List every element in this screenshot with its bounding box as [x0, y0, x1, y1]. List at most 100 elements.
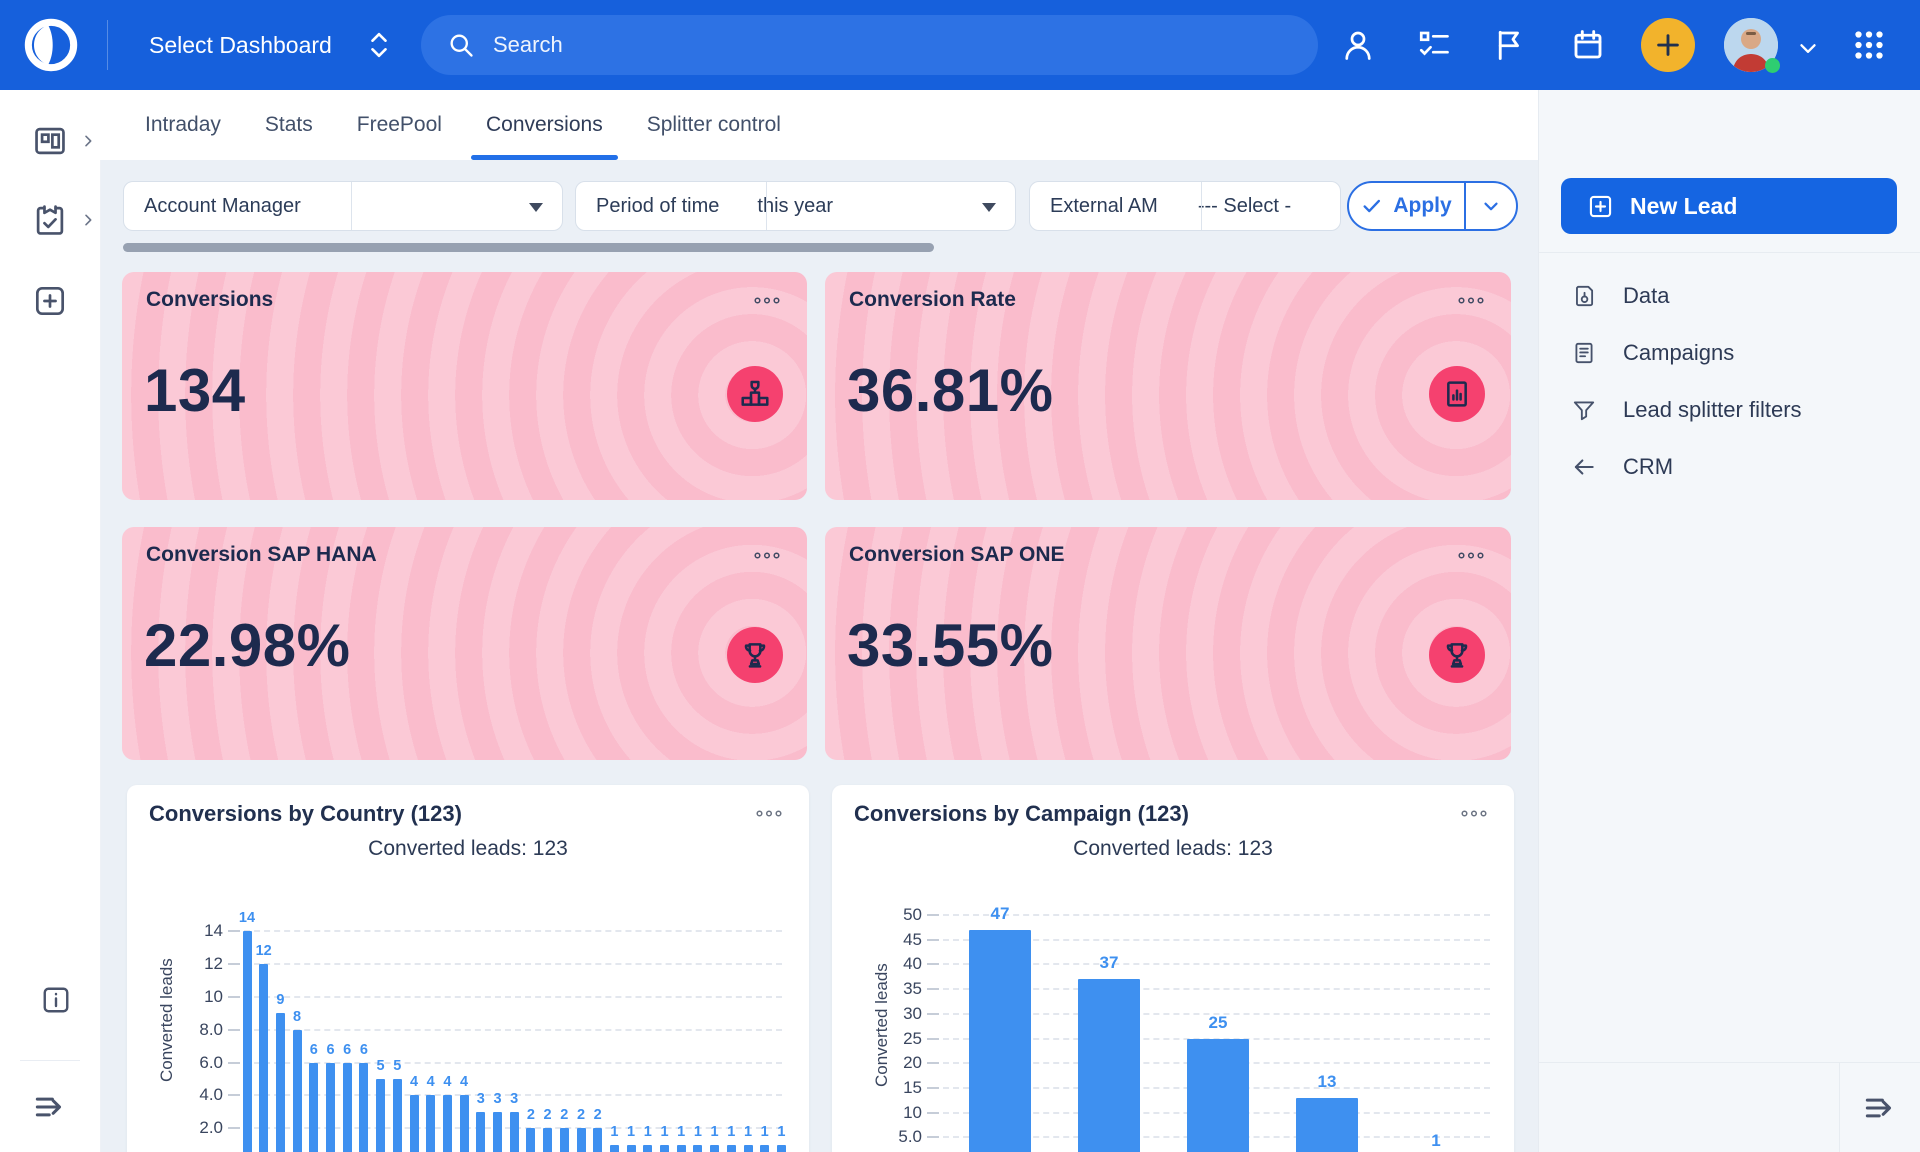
panel-item-label: Lead splitter filters [1623, 396, 1802, 422]
card-menu-button[interactable] [1456, 805, 1492, 822]
kpi-value: 134 [144, 357, 246, 424]
bar [626, 1144, 636, 1152]
trophy-icon [1429, 627, 1485, 683]
sidebar-item-dashboards[interactable] [31, 122, 69, 160]
panel-divider [1539, 252, 1920, 253]
tab-intraday[interactable]: Intraday [143, 90, 223, 160]
podium-icon [727, 366, 783, 422]
kebab-menu-icon [1461, 810, 1487, 817]
calendar-button[interactable] [1568, 25, 1608, 65]
panel-divider [1839, 1062, 1840, 1152]
apply-button[interactable]: Apply [1349, 183, 1464, 229]
bar-value-label: 2 [576, 1107, 586, 1124]
account-manager-filter[interactable]: Account Manager [123, 181, 563, 231]
avatar-photo [1724, 18, 1778, 72]
dashboard-selector[interactable]: Select Dashboard [143, 0, 398, 90]
chevron-right-icon[interactable] [80, 133, 96, 149]
chart-title: Conversions by Campaign (123) [854, 801, 1189, 826]
bar-value-label: 5 [376, 1058, 385, 1074]
tab-freepool[interactable]: FreePool [355, 90, 444, 160]
apply-options-button[interactable] [1464, 183, 1516, 229]
expand-sidebar-button[interactable] [31, 1088, 69, 1126]
arrow-lines-right-icon [35, 1097, 62, 1117]
bar [426, 1095, 436, 1152]
new-lead-button[interactable]: New Lead [1561, 178, 1897, 234]
bar-value-label: 14 [238, 910, 256, 927]
plus-square-icon [1589, 195, 1612, 217]
bar [409, 1095, 419, 1152]
bar-value-label: 4 [443, 1074, 452, 1091]
external-am-filter[interactable]: External AM --- Select - [1029, 181, 1341, 231]
bar-chart-campaign: 50 45 40 35 30 25 20 15 10 5.0 47 37 25 13 1 [832, 785, 1514, 1152]
bar [392, 1079, 402, 1152]
panel-item-lead-splitter-filters[interactable]: Lead splitter filters [1539, 381, 1920, 438]
card-menu-button[interactable] [1453, 292, 1489, 309]
panel-item-data[interactable]: Data [1539, 267, 1920, 324]
new-lead-label: New Lead [1630, 192, 1738, 219]
kebab-menu-icon [754, 297, 780, 304]
quick-add-button[interactable] [1641, 18, 1695, 72]
bar-value-label: 1 [627, 1123, 636, 1140]
bar-value-label: 4 [426, 1074, 435, 1091]
tab-splitter-control[interactable]: Splitter control [645, 90, 783, 160]
bar-value-label: 6 [326, 1041, 335, 1058]
panel-item-campaigns[interactable]: Campaigns [1539, 324, 1920, 381]
tab-bar: Intraday Stats FreePool Conversions Spli… [100, 90, 1538, 160]
bar [476, 1111, 486, 1152]
bar [543, 1128, 553, 1152]
avatar[interactable] [1724, 18, 1780, 73]
chart-card-conversions-by-campaign: Conversions by Campaign (123) Converted … [832, 785, 1514, 1152]
bar-value-label: 1 [677, 1123, 686, 1140]
bar [710, 1144, 720, 1152]
bar [576, 1128, 586, 1152]
card-menu-button[interactable] [751, 805, 787, 822]
apps-grid-button[interactable] [1849, 25, 1889, 65]
chart-subtitle: Converted leads: 123 [368, 837, 568, 860]
chevron-right-icon[interactable] [80, 212, 96, 228]
apply-label: Apply [1393, 194, 1452, 217]
collapse-panel-button[interactable] [1861, 1089, 1899, 1127]
y-tick-label: 50 [903, 905, 922, 924]
tab-conversions[interactable]: Conversions [470, 90, 618, 160]
bar-value-label: 4 [460, 1074, 469, 1091]
search-bar [421, 15, 1318, 75]
online-status-dot [1765, 58, 1780, 73]
bar-value-label: 2 [526, 1107, 535, 1124]
bar [743, 1144, 753, 1152]
flag-button[interactable] [1490, 25, 1530, 65]
sidebar-item-tasks[interactable] [31, 201, 69, 239]
bar-value-label: 47 [990, 903, 1010, 923]
user-button[interactable] [1338, 25, 1378, 65]
bar-value-label: 6 [343, 1041, 352, 1058]
bar [442, 1095, 452, 1152]
apply-split-button: Apply [1347, 181, 1518, 231]
period-filter[interactable]: Period of time this year [575, 181, 1016, 231]
profile-chevron-button[interactable] [1788, 28, 1828, 68]
app-logo[interactable] [17, 11, 85, 79]
external-am-value: --- Select - [1197, 194, 1292, 217]
kpi-card-conversions: Conversions 134 [122, 272, 807, 500]
bar-value-label: 3 [493, 1090, 502, 1107]
kpi-value: 22.98% [144, 612, 351, 679]
panel-item-crm[interactable]: CRM [1539, 438, 1920, 495]
bar [776, 1144, 786, 1152]
apps-grid-icon [1855, 31, 1883, 59]
bar [1187, 1038, 1249, 1152]
tab-stats[interactable]: Stats [263, 90, 315, 160]
sidebar-item-add[interactable] [31, 282, 69, 320]
topbar: Select Dashboard [0, 0, 1920, 90]
y-tick-label: 35 [903, 979, 922, 999]
horizontal-scrollbar[interactable] [123, 243, 934, 252]
external-am-label: External AM [1050, 194, 1158, 217]
card-menu-button[interactable] [749, 547, 785, 564]
bar [509, 1111, 519, 1152]
card-menu-button[interactable] [1453, 547, 1489, 564]
bar-value-label: 6 [359, 1041, 368, 1058]
bar-value-label: 12 [255, 943, 272, 960]
info-button[interactable] [38, 981, 76, 1019]
right-sidebar: New Lead Data Campaigns Lead splitter fi… [1538, 90, 1920, 1152]
search-input[interactable] [491, 31, 1292, 59]
card-menu-button[interactable] [749, 292, 785, 309]
y-tick-label: 6.0 [199, 1052, 223, 1072]
tasks-button[interactable] [1414, 25, 1454, 65]
